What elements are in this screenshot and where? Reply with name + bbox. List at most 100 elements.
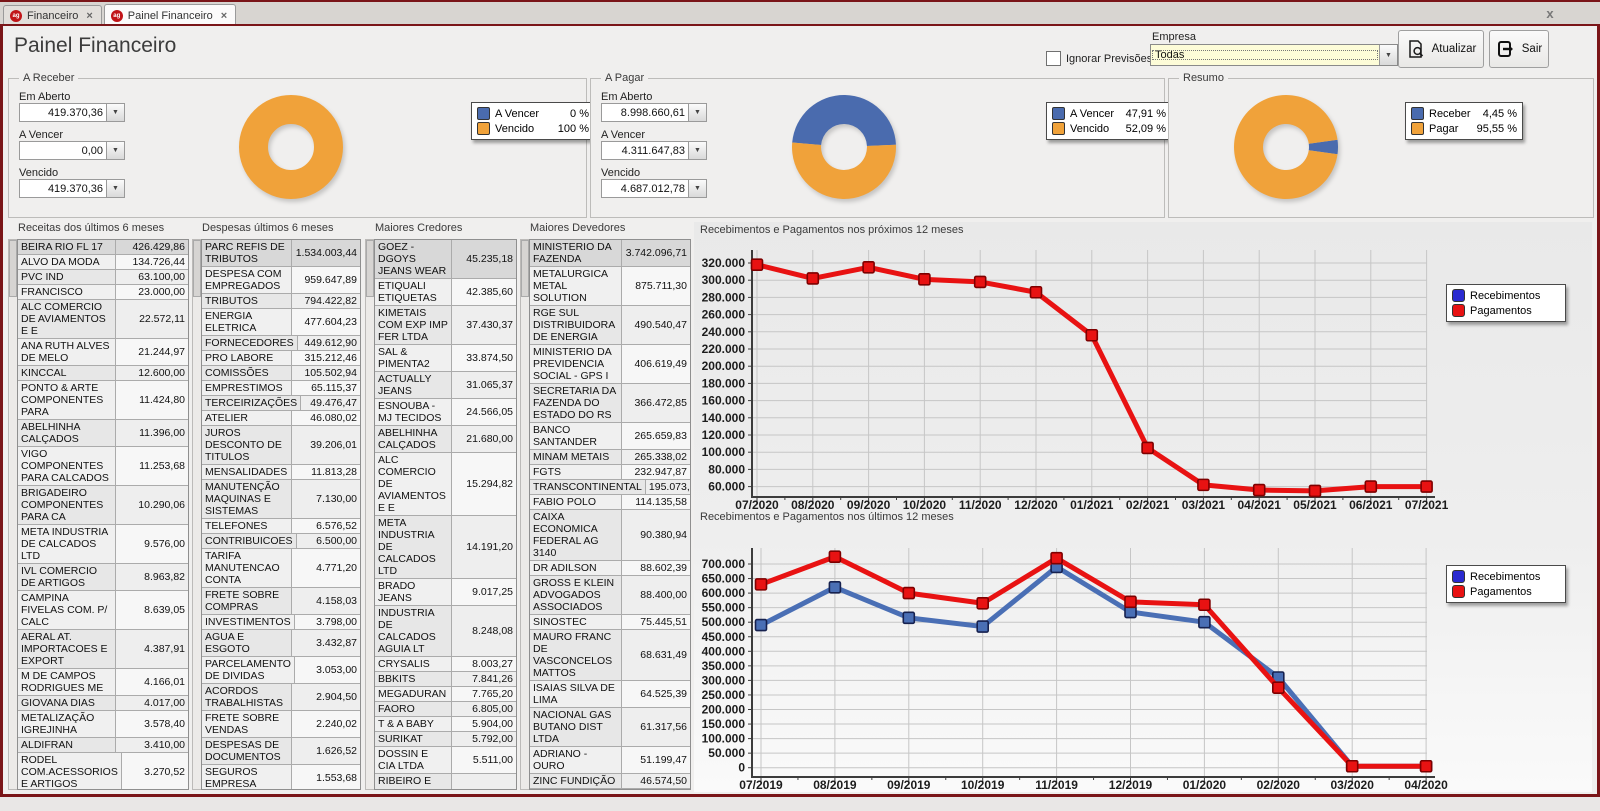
table-row[interactable]: FRETE SOBRE VENDAS 2.240,02 xyxy=(202,711,360,738)
table-row[interactable]: SECRETARIA DA FAZENDA DO ESTADO DO RS 366… xyxy=(530,384,690,423)
chevron-down-icon[interactable]: ▼ xyxy=(106,180,124,197)
table-row[interactable]: ACTUALLY JEANS 31.065,37 xyxy=(375,372,516,399)
table-row[interactable]: MEGADURAN 7.765,20 xyxy=(375,687,516,702)
table-row[interactable]: TELEFONES 6.576,52 xyxy=(202,519,360,534)
table-row[interactable]: BRIGADEIRO COMPONENTES PARA CA 10.290,06 xyxy=(18,486,188,525)
table-row[interactable]: ACORDOS TRABALHISTAS 2.904,50 xyxy=(202,684,360,711)
table-row[interactable]: METALIZAÇÃO IGREJINHA 3.578,40 xyxy=(18,711,188,738)
table-row[interactable]: INVESTIMENTOS 3.798,00 xyxy=(202,615,360,630)
table-row[interactable]: AERAL AT. IMPORTACOES E EXPORT 4.387,91 xyxy=(18,630,188,669)
table-row[interactable]: CAMPINA FIVELAS COM. P/ CALC 8.639,05 xyxy=(18,591,188,630)
chevron-down-icon[interactable]: ▼ xyxy=(688,142,706,159)
table-row[interactable]: M DE CAMPOS RODRIGUES ME 4.166,01 xyxy=(18,669,188,696)
table-row[interactable]: ETIQUALI ETIQUETAS 42.385,60 xyxy=(375,279,516,306)
table-row[interactable]: ESNOUBA - MJ TECIDOS 24.566,05 xyxy=(375,399,516,426)
table-row[interactable]: DR ADILSON 88.602,39 xyxy=(530,561,690,576)
table-row[interactable]: ENERGIA ELETRICA 477.604,23 xyxy=(202,309,360,336)
table-row[interactable]: CRYSALIS 8.003,27 xyxy=(375,657,516,672)
table-row[interactable]: BBKITS 7.841,26 xyxy=(375,672,516,687)
empresa-select[interactable]: Todas ▼ xyxy=(1150,44,1398,66)
table-row[interactable]: BANCO SANTANDER 265.659,83 xyxy=(530,423,690,450)
ignore-forecast-checkbox[interactable] xyxy=(1046,51,1061,66)
window-close-icon[interactable]: x xyxy=(1546,6,1554,21)
em-aberto-field[interactable]: 419.370,36 ▼ xyxy=(19,103,125,122)
table-row[interactable]: TARIFA MANUTENCAO CONTA 4.771,20 xyxy=(202,549,360,588)
tab-painel-financeiro[interactable]: ag Painel Financeiro × xyxy=(103,4,237,26)
table-row[interactable]: FORNECEDORES 449.612,90 xyxy=(202,336,360,351)
vencido-field[interactable]: 419.370,36 ▼ xyxy=(19,179,125,198)
table-row[interactable]: FABIO POLO 114.135,58 xyxy=(530,495,690,510)
table-row[interactable]: ALDIFRAN 3.410,00 xyxy=(18,738,188,753)
table-row[interactable]: ATELIER 46.080,02 xyxy=(202,411,360,426)
table-row[interactable]: ABELHINHA CALÇADOS 11.396,00 xyxy=(18,420,188,447)
table-row[interactable]: MINISTERIO DA PREVIDENCIA SOCIAL - GPS I… xyxy=(530,345,690,384)
table-row[interactable]: PARCELAMENTO DE DIVIDAS 3.053,00 xyxy=(202,657,360,684)
table-row[interactable]: KINCCAL 12.600,00 xyxy=(18,366,188,381)
chevron-down-icon[interactable]: ▼ xyxy=(1379,45,1397,65)
tab-close-icon[interactable]: × xyxy=(220,9,228,22)
table-row[interactable]: DOSSIN E CIA LTDA 5.511,00 xyxy=(375,747,516,774)
table-row[interactable]: JUROS DESCONTO DE TITULOS 39.206,01 xyxy=(202,426,360,465)
table-row[interactable]: VIGO COMPONENTES PARA CALCADOS 11.253,68 xyxy=(18,447,188,486)
table-row[interactable]: ALC COMERCIO DE AVIAMENTOS E E 22.572,11 xyxy=(18,300,188,339)
table-row[interactable]: PVC IND 63.100,00 xyxy=(18,270,188,285)
table-row[interactable]: DESPESAS DE DOCUMENTOS 1.626,52 xyxy=(202,738,360,765)
table-row[interactable]: MOISES ALTEMAR DE LIMA LOPES45.571,96 xyxy=(530,789,690,790)
table-row[interactable]: MINAM METAIS 265.338,02 xyxy=(530,450,690,465)
chevron-down-icon[interactable]: ▼ xyxy=(106,142,124,159)
table-row[interactable]: INDUSTRIA DE CALCADOS AGUIA LT 8.248,08 xyxy=(375,606,516,657)
table-row[interactable]: SAL & PIMENTA2 33.874,50 xyxy=(375,345,516,372)
table-row[interactable]: RGE SUL DISTRIBUIDORA DE ENERGIA 490.540,… xyxy=(530,306,690,345)
chevron-down-icon[interactable]: ▼ xyxy=(106,104,124,121)
atualizar-button[interactable]: Atualizar xyxy=(1398,30,1484,68)
table-row[interactable]: CAIXA ECONOMICA FEDERAL AG 3140 90.380,94 xyxy=(530,510,690,561)
table-row[interactable]: MINISTERIO DA FAZENDA 3.742.096,71 xyxy=(530,240,690,267)
table-row[interactable]: T & A BABY 5.904,00 xyxy=(375,717,516,732)
table-row[interactable]: GIOVANA DIAS 4.017,00 xyxy=(18,696,188,711)
table-row[interactable]: ALVO DA MODA 134.726,44 xyxy=(18,255,188,270)
table-row[interactable]: TERCEIRIZAÇÕES 49.476,47 xyxy=(202,396,360,411)
tab-close-icon[interactable]: × xyxy=(86,10,93,22)
table-row[interactable]: CONTRIBUICOES 6.500,00 xyxy=(202,534,360,549)
table-row[interactable]: METALURGICA METAL SOLUTION 875.711,30 xyxy=(530,267,690,306)
table-row[interactable]: SURIKAT 5.792,00 xyxy=(375,732,516,747)
table-row[interactable]: AGUA E ESGOTO 3.432,87 xyxy=(202,630,360,657)
table-row[interactable]: MANUTENÇÃO MAQUINAS E SISTEMAS 7.130,00 xyxy=(202,480,360,519)
sair-button[interactable]: Sair xyxy=(1489,30,1549,68)
table-row[interactable]: BEIRA RIO FL 17 426.429,86 xyxy=(18,240,188,255)
table-row[interactable]: ANA RUTH ALVES DE MELO 21.244,97 xyxy=(18,339,188,366)
table-row[interactable]: SEGUROS EMPRESA 1.553,68 xyxy=(202,765,360,789)
table-row[interactable]: ALC COMERCIO DE AVIAMENTOS E E 15.294,82 xyxy=(375,453,516,516)
a-vencer-field[interactable]: 4.311.647,83 ▼ xyxy=(601,141,707,160)
table-row[interactable]: ABELHINHA CALÇADOS 21.680,00 xyxy=(375,426,516,453)
table-row[interactable]: COMISSÕES 105.502,94 xyxy=(202,366,360,381)
table-row[interactable]: GOEZ - DGOYS JEANS WEAR 45.235,18 xyxy=(375,240,516,279)
table-row[interactable]: KIMETAIS COM EXP IMP FER LTDA 37.430,37 xyxy=(375,306,516,345)
table-row[interactable]: PRO LABORE 315.212,46 xyxy=(202,351,360,366)
table-row[interactable]: ISAIAS SILVA DE LIMA 64.525,39 xyxy=(530,681,690,708)
table-row[interactable]: GROSS E KLEIN ADVOGADOS ASSOCIADOS 88.400… xyxy=(530,576,690,615)
table-row[interactable]: PONTO & ARTE COMPONENTES PARA 11.424,80 xyxy=(18,381,188,420)
table-row[interactable]: FAORO 6.805,00 xyxy=(375,702,516,717)
table-row[interactable]: RODEL COM.ACESSORIOS E ARTIGOS 3.270,52 xyxy=(18,753,188,789)
chevron-down-icon[interactable]: ▼ xyxy=(688,104,706,121)
table-row[interactable]: FRETE SOBRE COMPRAS 4.158,03 xyxy=(202,588,360,615)
vencido-field[interactable]: 4.687.012,78 ▼ xyxy=(601,179,707,198)
table-row[interactable]: PARC REFIS DE TRIBUTOS 1.534.003,44 xyxy=(202,240,360,267)
table-row[interactable]: EMPRESTIMOS 65.115,37 xyxy=(202,381,360,396)
tab-financeiro[interactable]: ag Financeiro × xyxy=(3,5,102,26)
table-row[interactable]: META INDUSTRIA DE CALCADOS LTD 14.191,20 xyxy=(375,516,516,579)
table-row[interactable]: TRIBUTOS 794.422,82 xyxy=(202,294,360,309)
table-row[interactable]: FGTS 232.947,87 xyxy=(530,465,690,480)
table-row[interactable]: BRADO JEANS 9.017,25 xyxy=(375,579,516,606)
em-aberto-field[interactable]: 8.998.660,61 ▼ xyxy=(601,103,707,122)
table-row[interactable]: FRANCISCO 23.000,00 xyxy=(18,285,188,300)
table-row[interactable]: SINOSTEC 75.445,51 xyxy=(530,615,690,630)
table-row[interactable]: ZINC FUNDIÇÃO 46.574,50 xyxy=(530,774,690,789)
table-row[interactable]: ADRIANO - OURO 51.199,47 xyxy=(530,747,690,774)
table-row[interactable]: MENSALIDADES 11.813,28 xyxy=(202,465,360,480)
table-row[interactable]: IVL COMERCIO DE ARTIGOS 8.963,82 xyxy=(18,564,188,591)
a-vencer-field[interactable]: 0,00 ▼ xyxy=(19,141,125,160)
